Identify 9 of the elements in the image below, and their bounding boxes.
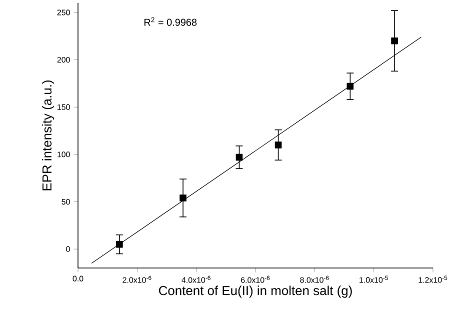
point	[236, 154, 243, 161]
point	[116, 240, 123, 248]
point	[274, 142, 282, 148]
point	[346, 82, 354, 90]
y-axis-title: EPR intensity (a.u.)	[42, 80, 54, 190]
point	[391, 37, 398, 44]
x-axis-title: Content of Eu(II) in molten salt (g)	[158, 286, 352, 298]
point	[180, 194, 186, 202]
annotation: R$^{2}$ = 0.9968	[144, 17, 197, 26]
